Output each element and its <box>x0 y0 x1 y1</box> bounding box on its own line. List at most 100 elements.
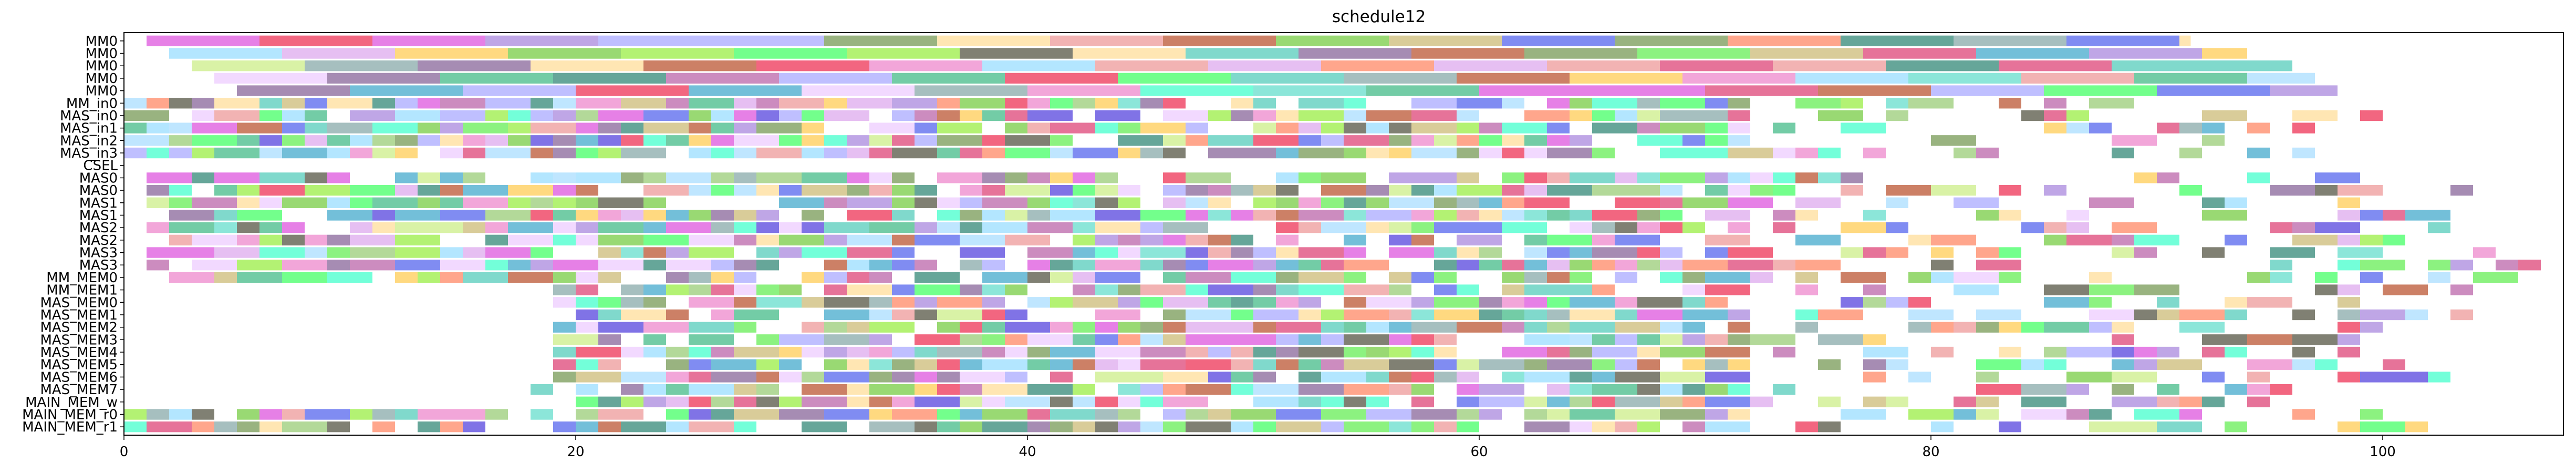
task-bar <box>1705 234 1750 246</box>
task-bar <box>1095 222 1140 233</box>
task-bar <box>1547 135 1570 146</box>
task-bar <box>1027 421 1050 433</box>
task-bar <box>1027 110 1050 121</box>
task-bar <box>2496 260 2518 271</box>
task-bar <box>1027 197 1050 208</box>
task-bar <box>1027 247 1073 258</box>
task-bar <box>282 147 327 159</box>
task-bar <box>169 48 282 59</box>
task-bar <box>1411 372 1434 383</box>
task-bar <box>418 135 440 146</box>
task-bar <box>689 272 711 283</box>
task-bar <box>2292 346 2315 358</box>
task-bar <box>1592 184 1637 196</box>
task-bar <box>463 421 485 433</box>
task-bar <box>937 98 960 109</box>
task-bar <box>1773 260 1795 271</box>
task-bar <box>1411 184 1434 196</box>
task-bar <box>1186 409 1208 420</box>
task-bar <box>305 135 327 146</box>
task-bar <box>1908 234 1931 246</box>
task-bar <box>621 210 643 221</box>
task-bar <box>2066 372 2112 383</box>
task-bar <box>1276 147 1299 159</box>
task-bar <box>214 222 237 233</box>
task-bar <box>1050 346 1095 358</box>
task-bar <box>147 409 169 420</box>
task-bar <box>1615 222 1637 233</box>
task-bar <box>576 384 598 395</box>
task-bar <box>1592 147 1615 159</box>
task-bar <box>643 234 689 246</box>
y-tick-label: MAS3 <box>79 258 118 273</box>
task-bar <box>892 297 915 308</box>
task-bar <box>937 172 982 183</box>
task-bar <box>553 172 576 183</box>
task-bar <box>418 272 440 283</box>
task-bar <box>1592 396 1615 407</box>
task-bar <box>643 172 666 183</box>
task-bar <box>1999 98 2021 109</box>
task-bar <box>1457 359 1479 370</box>
task-bar <box>463 122 508 133</box>
task-bar <box>1344 247 1366 258</box>
task-bar <box>1570 135 1592 146</box>
task-bar <box>1140 359 1186 370</box>
task-bar <box>1999 247 2021 258</box>
task-bar <box>643 110 689 121</box>
task-bar <box>734 272 756 283</box>
task-bar <box>1524 297 1547 308</box>
task-bar <box>1863 297 1886 308</box>
task-bar <box>1208 60 1321 71</box>
task-bar <box>1682 197 1728 208</box>
task-bar <box>666 372 689 383</box>
task-bar <box>1592 359 1615 370</box>
task-bar <box>440 110 485 121</box>
task-bar <box>1321 197 1344 208</box>
task-bar <box>1728 309 1750 321</box>
task-bar <box>485 247 531 258</box>
task-bar <box>1027 98 1050 109</box>
x-axis-ticks: 0 20 40 60 80 100 <box>120 435 2396 460</box>
task-bar <box>1660 372 1705 383</box>
task-bar <box>395 184 418 196</box>
task-bar <box>350 234 395 246</box>
y-tick-label: MAS2 <box>79 220 118 236</box>
task-bar <box>1253 98 1276 109</box>
task-bar <box>1570 284 1592 295</box>
task-bar <box>147 222 169 233</box>
task-bar <box>1118 135 1163 146</box>
task-bar <box>824 135 847 146</box>
task-bar <box>2089 322 2112 333</box>
task-bar <box>1163 147 1186 159</box>
task-bar <box>1389 184 1411 196</box>
y-tick-label: MM0 <box>86 46 118 62</box>
task-bar <box>1411 147 1457 159</box>
task-bar <box>1411 122 1457 133</box>
task-bar <box>1863 346 1908 358</box>
task-bar <box>1389 384 1411 395</box>
task-bar <box>1524 421 1570 433</box>
task-bar <box>2247 384 2270 395</box>
task-bar <box>1479 359 1524 370</box>
task-bar <box>553 197 576 208</box>
task-bar <box>1366 346 1389 358</box>
task-bar <box>1208 346 1231 358</box>
task-bar <box>1253 135 1299 146</box>
task-bar <box>1615 297 1637 308</box>
task-bar <box>2179 309 2225 321</box>
task-bar <box>847 135 869 146</box>
task-bar <box>350 85 463 96</box>
task-bar <box>372 35 485 47</box>
task-bar <box>1660 260 1682 271</box>
task-bar <box>395 409 418 420</box>
task-bar <box>1841 297 1863 308</box>
task-bar <box>2315 272 2338 283</box>
task-bar <box>1615 272 1637 283</box>
task-bar <box>305 184 350 196</box>
task-bar <box>2202 346 2225 358</box>
task-bar <box>1863 147 1886 159</box>
task-bar <box>418 184 440 196</box>
task-bar <box>1186 234 1208 246</box>
task-bar <box>1073 260 1095 271</box>
